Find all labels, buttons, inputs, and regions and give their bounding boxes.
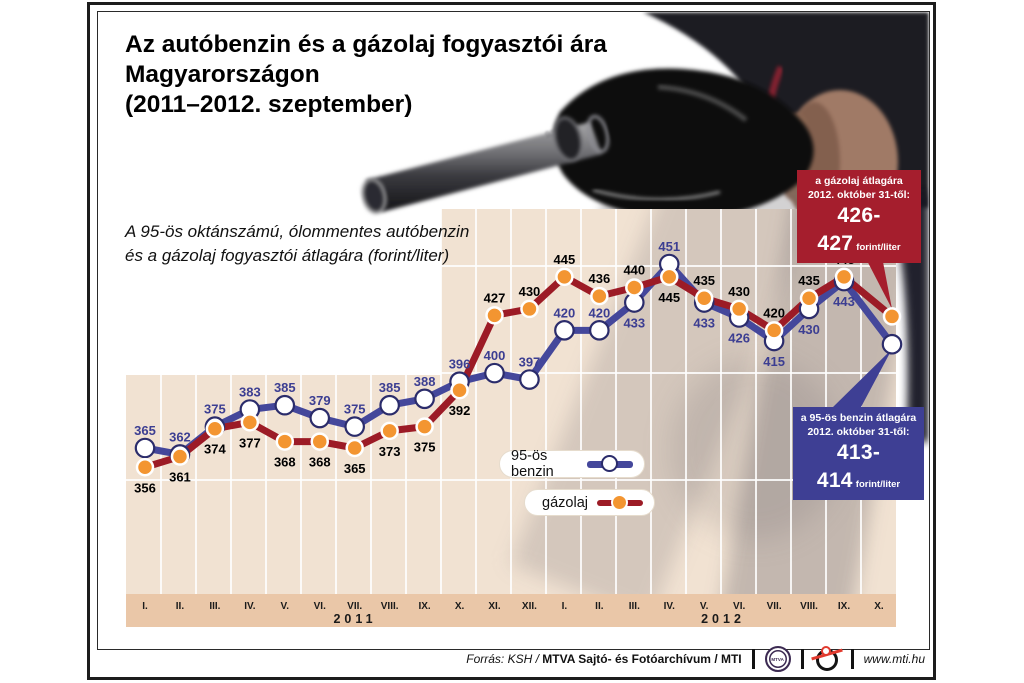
chart-page: 92 I. II. III. IV. V. VI. VII. VIII. IX. X. XI. XII… (97, 11, 930, 650)
month-label: V. (280, 601, 290, 612)
nozzle-handle (552, 68, 814, 218)
month-label: III. (209, 601, 221, 612)
month-label: VIII. (380, 601, 399, 612)
spout-tip (361, 178, 387, 214)
year-label: 2012 (701, 612, 745, 626)
plot-area-left (126, 375, 441, 594)
month-label: X. (874, 601, 884, 612)
month-label: IV. (244, 601, 256, 612)
footer-divider (751, 649, 755, 669)
month-label: I. (142, 601, 148, 612)
month-label: VII. (347, 601, 363, 612)
month-label: II. (595, 601, 604, 612)
page-subtitle: A 95-ös oktánszámú, ólommentes autóbenzi… (125, 222, 470, 265)
month-label: XI. (488, 601, 501, 612)
mtva-logo-icon: MTVA (764, 646, 791, 672)
month-label: XII. (521, 601, 537, 612)
month-label: VIII. (800, 601, 818, 612)
website-url: www.mti.hu (863, 652, 925, 666)
month-label: IX. (837, 601, 851, 612)
month-label: II. (175, 601, 185, 612)
footer-divider (850, 649, 854, 669)
legend-label: gázolaj (542, 494, 588, 511)
year-label: 2011 (333, 612, 377, 626)
spout-marking: 92 (544, 128, 556, 140)
month-label: III. (628, 601, 640, 612)
plot-area-right (441, 209, 896, 594)
outer-frame: 92 I. II. III. IV. V. VI. VII. VIII. IX. X. XI. XII… (87, 2, 936, 680)
month-label: VI. (313, 601, 326, 612)
spout-collar (553, 116, 583, 162)
month-label: V. (699, 601, 709, 612)
callout-gazolaj: a gázolaj átlagára 2012. október 31-től:… (797, 170, 921, 263)
page-title: Az autóbenzin és a gázolaj fogyasztói ár… (125, 31, 607, 118)
month-label: IX. (418, 601, 431, 612)
benzin-line-swatch-icon (587, 455, 633, 473)
legend-item-gazolaj: gázolaj (524, 489, 655, 516)
month-label: VI. (733, 601, 746, 612)
month-label: I. (561, 601, 568, 612)
mti-logo-icon (810, 645, 843, 673)
source-credit: Forrás: KSH / MTVA Sajtó- és Fotóarchívu… (466, 652, 742, 666)
nozzle-spout (366, 122, 602, 212)
month-label: X. (454, 601, 465, 612)
callout-benzin: a 95-ös benzin átlagára 2012. október 31… (793, 407, 924, 500)
legend-label: 95-ös benzin (511, 448, 554, 480)
gazolaj-line-swatch-icon (597, 493, 643, 512)
footer-divider (800, 649, 804, 669)
month-label: VII. (766, 601, 782, 612)
footer: Forrás: KSH / MTVA Sajtó- és Fotóarchívu… (466, 645, 925, 673)
month-label: IV. (663, 601, 675, 612)
legend-item-benzin: 95-ös benzin (499, 448, 645, 480)
x-axis-strip: I. II. III. IV. V. VI. VII. VIII. IX. X. XI. XII. 20… (126, 594, 896, 627)
